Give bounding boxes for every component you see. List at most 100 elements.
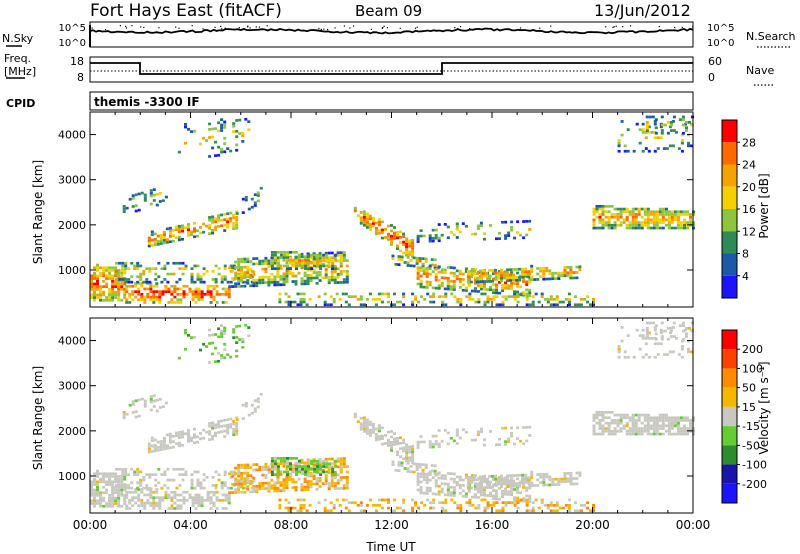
velocity-cell [686,427,689,430]
velocity-cell [333,481,337,485]
velocity-cell [495,481,498,484]
y-tick-label: 1000 [58,470,86,483]
power-cell [402,235,406,238]
power-cell [527,270,531,273]
velocity-cell [619,421,623,425]
power-cell [339,256,343,260]
power-cell [124,280,128,284]
velocity-cell [481,475,485,479]
power-cell [249,273,253,277]
power-cell [522,236,526,240]
velocity-cell [164,496,168,499]
power-cell [99,285,102,288]
velocity-cell [108,480,112,484]
power-cell [148,270,152,273]
velocity-cell [312,482,316,486]
power-cell [111,285,115,288]
power-cell [93,271,96,275]
power-cell [336,267,340,271]
power-cell [495,286,498,289]
velocity-cell [362,430,366,433]
power-cell [674,131,678,134]
power-cell [647,131,651,134]
velocity-cell [246,474,250,478]
velocity-cell [667,424,671,428]
velocity-cell [208,430,212,433]
velocity-cell [194,499,198,502]
velocity-cell [652,432,656,436]
velocity-cell [394,469,398,472]
velocity-cell [160,473,164,476]
velocity-cell [93,504,96,508]
power-cell [542,272,546,276]
power-cell [431,228,435,232]
power-cell [278,300,282,304]
velocity-cell [512,474,516,477]
colorbar-swatch [722,349,737,369]
velocity-cell [93,472,96,476]
power-cell [282,275,286,278]
power-cell [384,228,387,231]
power-cell [472,269,476,273]
power-cell [327,251,331,255]
power-cell [483,237,486,241]
nsearch-point [343,25,345,27]
power-cell [368,292,372,296]
velocity-cell [190,436,193,440]
velocity-cell [658,419,662,422]
power-cell [232,130,236,133]
power-cell [276,251,280,254]
power-cell [673,210,677,214]
power-cell [102,279,106,283]
velocity-cell [162,444,166,448]
power-cell [676,215,680,219]
power-cell [515,268,519,271]
velocity-cell [466,481,470,485]
velocity-cell [289,465,292,468]
velocity-cell [507,440,511,443]
power-cell [481,269,485,273]
velocity-cell [120,480,124,484]
velocity-cell [318,479,322,483]
velocity-cell [276,457,280,460]
power-cell [276,283,280,287]
velocity-cell [303,485,307,489]
velocity-cell [592,413,596,417]
power-cell [114,285,118,288]
power-cell [90,277,93,280]
power-cell [235,129,239,133]
velocity-cell [120,475,124,478]
power-cell [646,221,650,224]
power-cell [440,268,444,271]
velocity-cell [312,458,316,461]
power-cell [461,283,465,287]
power-cell [374,221,378,225]
velocity-cell [300,461,304,465]
freq-label-line1: Freq. [4,52,31,65]
power-cell [191,298,195,302]
power-cell [264,281,268,284]
velocity-x-ticks: 00:00 04:00 08:00 12:00 16:00 20:00 00:00 [73,318,710,532]
power-cell [267,275,271,279]
velocity-cell [264,465,268,469]
power-cell [289,267,292,270]
velocity-cell [227,501,231,505]
velocity-cell [300,483,304,486]
velocity-cell [647,337,651,340]
velocity-cell [652,421,656,425]
power-cell [371,224,375,228]
velocity-cell [298,470,301,474]
power-cell [211,215,215,219]
velocity-cell [604,411,608,414]
power-cell [296,303,300,307]
power-cell [256,194,260,197]
power-cell [153,238,157,241]
velocity-cell [270,478,274,482]
power-cell [416,277,420,280]
nsearch-point [349,27,351,29]
power-cell [125,206,129,210]
power-cell [99,296,102,299]
velocity-cell [102,477,106,481]
power-cell [522,280,526,283]
power-cell [623,144,627,148]
